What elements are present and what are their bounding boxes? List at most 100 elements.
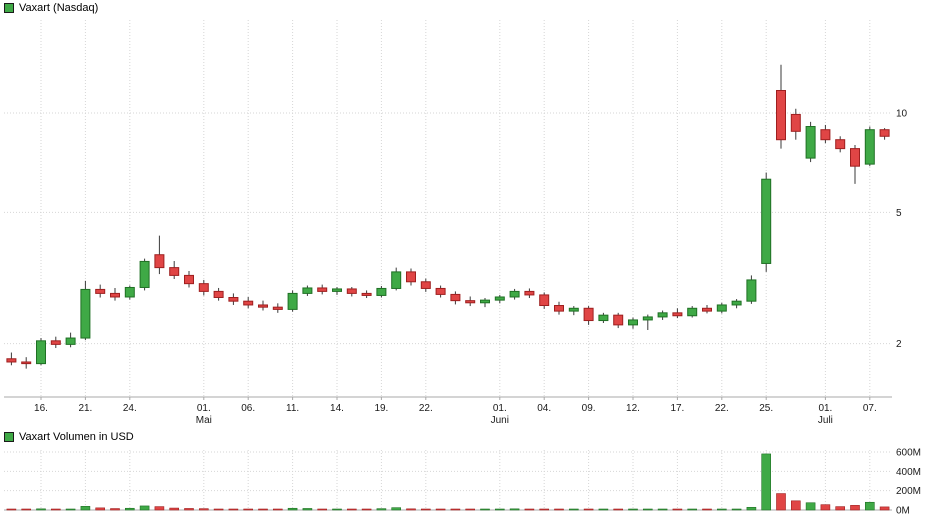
candle[interactable] bbox=[879, 129, 890, 137]
volume-bar[interactable] bbox=[568, 508, 579, 511]
candle[interactable] bbox=[420, 281, 431, 289]
candle[interactable] bbox=[169, 267, 180, 276]
volume-bar[interactable] bbox=[361, 508, 372, 511]
candle[interactable] bbox=[50, 340, 61, 345]
candle[interactable] bbox=[642, 316, 653, 321]
volume-bar[interactable] bbox=[95, 507, 105, 511]
volume-bar[interactable] bbox=[702, 508, 712, 511]
volume-bar[interactable] bbox=[139, 505, 150, 511]
volume-bar[interactable] bbox=[761, 453, 772, 511]
candle[interactable] bbox=[80, 288, 91, 339]
candle[interactable] bbox=[435, 287, 446, 295]
volume-bar[interactable] bbox=[228, 508, 239, 511]
candle[interactable] bbox=[805, 126, 816, 159]
candle[interactable] bbox=[287, 292, 298, 310]
candle[interactable] bbox=[746, 279, 757, 302]
candle[interactable] bbox=[628, 319, 638, 326]
volume-bar[interactable] bbox=[346, 508, 357, 511]
volume-bar[interactable] bbox=[539, 508, 550, 511]
volume-bar[interactable] bbox=[746, 506, 757, 511]
candle[interactable] bbox=[406, 271, 416, 283]
candle[interactable] bbox=[598, 314, 609, 322]
volume-bar[interactable] bbox=[302, 508, 313, 511]
candle[interactable] bbox=[790, 113, 801, 132]
volume-bar[interactable] bbox=[613, 508, 624, 511]
candle[interactable] bbox=[850, 148, 860, 167]
volume-bar[interactable] bbox=[272, 508, 283, 511]
candle[interactable] bbox=[302, 287, 313, 294]
candle[interactable] bbox=[376, 287, 387, 296]
volume-bar[interactable] bbox=[509, 508, 520, 511]
candle[interactable] bbox=[95, 288, 106, 294]
candle[interactable] bbox=[539, 294, 550, 307]
candle[interactable] bbox=[124, 286, 135, 298]
volume-bar[interactable] bbox=[494, 508, 505, 511]
candle[interactable] bbox=[228, 297, 239, 302]
volume-bar[interactable] bbox=[6, 508, 17, 511]
candle[interactable] bbox=[568, 307, 579, 312]
volume-bar[interactable] bbox=[465, 508, 476, 511]
volume-bar[interactable] bbox=[213, 508, 224, 511]
candle[interactable] bbox=[258, 304, 268, 308]
candle[interactable] bbox=[243, 300, 254, 306]
volume-bar[interactable] bbox=[524, 508, 535, 511]
candle[interactable] bbox=[110, 292, 120, 298]
volume-bar[interactable] bbox=[21, 508, 32, 511]
volume-bar[interactable] bbox=[125, 507, 135, 511]
candle[interactable] bbox=[657, 312, 668, 318]
candle[interactable] bbox=[480, 299, 490, 304]
volume-bar[interactable] bbox=[317, 508, 328, 511]
volume-bar[interactable] bbox=[672, 508, 683, 511]
candle[interactable] bbox=[761, 178, 772, 264]
candle[interactable] bbox=[6, 358, 17, 363]
candle[interactable] bbox=[613, 314, 624, 326]
candle[interactable] bbox=[332, 288, 342, 292]
candle[interactable] bbox=[820, 129, 831, 141]
volume-bar[interactable] bbox=[480, 508, 490, 511]
volume-chart[interactable] bbox=[6, 453, 890, 511]
volume-bar[interactable] bbox=[835, 506, 846, 511]
volume-bar[interactable] bbox=[391, 507, 402, 511]
candle[interactable] bbox=[583, 307, 594, 322]
volume-bar[interactable] bbox=[332, 508, 342, 511]
volume-bar[interactable] bbox=[406, 508, 416, 511]
candle[interactable] bbox=[36, 340, 46, 365]
volume-bar[interactable] bbox=[864, 501, 875, 511]
volume-bar[interactable] bbox=[687, 508, 698, 511]
candle[interactable] bbox=[672, 312, 683, 317]
volume-bar[interactable] bbox=[554, 508, 564, 511]
volume-bar[interactable] bbox=[154, 506, 165, 511]
candle[interactable] bbox=[494, 296, 505, 301]
volume-bar[interactable] bbox=[450, 508, 461, 511]
candle[interactable] bbox=[361, 292, 372, 296]
candle[interactable] bbox=[184, 274, 194, 285]
candle[interactable] bbox=[465, 300, 476, 304]
volume-bar[interactable] bbox=[169, 507, 179, 511]
volume-bar[interactable] bbox=[642, 508, 653, 511]
candle[interactable] bbox=[154, 254, 165, 269]
volume-bar[interactable] bbox=[731, 508, 742, 511]
volume-bar[interactable] bbox=[628, 508, 638, 511]
candle[interactable] bbox=[864, 129, 875, 165]
volume-bar[interactable] bbox=[435, 508, 446, 511]
candle[interactable] bbox=[198, 283, 209, 292]
candle[interactable] bbox=[21, 361, 32, 365]
candle[interactable] bbox=[272, 306, 283, 310]
candle[interactable] bbox=[65, 337, 76, 345]
candle[interactable] bbox=[716, 304, 727, 312]
volume-bar[interactable] bbox=[583, 508, 594, 511]
candle[interactable] bbox=[346, 288, 357, 294]
volume-bar[interactable] bbox=[184, 508, 194, 511]
candle[interactable] bbox=[524, 290, 535, 296]
volume-bar[interactable] bbox=[80, 506, 91, 511]
volume-bar[interactable] bbox=[110, 508, 120, 511]
candle[interactable] bbox=[391, 271, 402, 289]
volume-bar[interactable] bbox=[879, 506, 890, 511]
volume-bar[interactable] bbox=[243, 508, 253, 511]
volume-bar[interactable] bbox=[420, 508, 431, 511]
volume-bar[interactable] bbox=[657, 508, 668, 511]
volume-bar[interactable] bbox=[199, 508, 209, 511]
volume-bar[interactable] bbox=[50, 508, 61, 511]
price-chart[interactable] bbox=[6, 64, 890, 369]
